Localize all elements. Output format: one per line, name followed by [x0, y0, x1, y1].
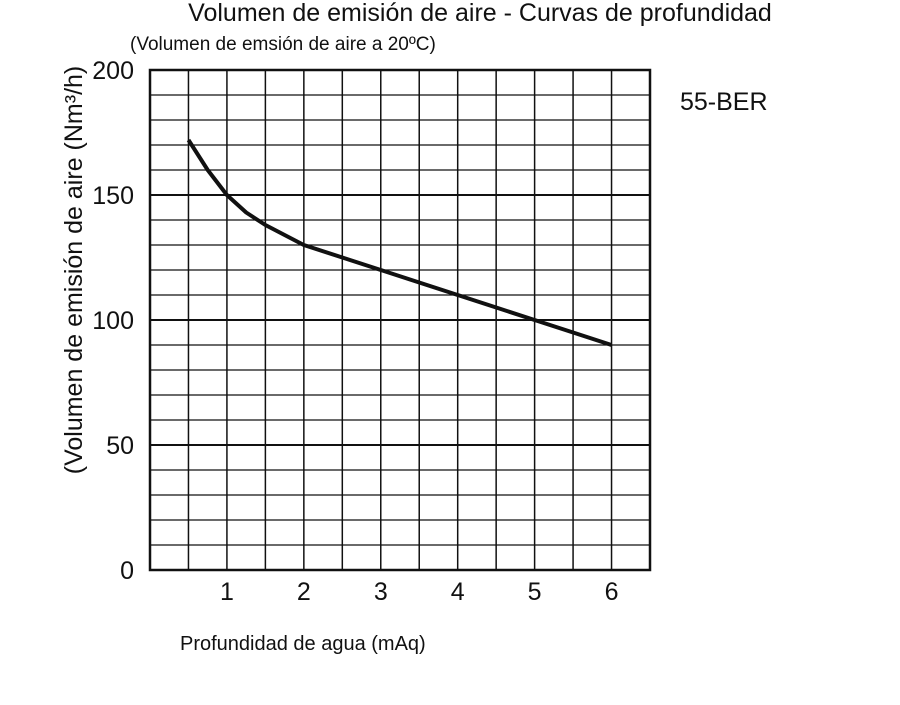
x-tick-label: 6 — [605, 578, 619, 606]
x-tick-label: 5 — [528, 578, 542, 606]
plot-frame — [148, 68, 652, 572]
y-tick-label: 150 — [92, 182, 134, 210]
x-tick-label: 2 — [297, 578, 311, 606]
y-tick-label: 200 — [92, 57, 134, 85]
series-line — [186, 138, 613, 347]
x-tick-label: 4 — [451, 578, 465, 606]
model-label: 55-BER — [680, 88, 768, 116]
chart-title: Volumen de emisión de aire - Curvas de p… — [188, 0, 772, 27]
y-tick-label: 100 — [92, 307, 134, 335]
grid — [148, 68, 652, 572]
tick-labels: 1 2 3 4 5 6 0 50 100 150 200 — [92, 57, 618, 606]
x-tick-label: 3 — [374, 578, 388, 606]
x-axis-label: Profundidad de agua (mAq) — [180, 633, 426, 655]
y-tick-label: 50 — [106, 432, 134, 460]
x-tick-label: 1 — [220, 578, 234, 606]
y-axis-label: (Volumen de emisión de aire (Nm³/h) — [60, 66, 88, 475]
series-layer — [186, 138, 613, 347]
y-tick-label: 0 — [120, 557, 134, 585]
chart-subtitle: (Volumen de emsión de aire a 20ºC) — [130, 34, 436, 55]
